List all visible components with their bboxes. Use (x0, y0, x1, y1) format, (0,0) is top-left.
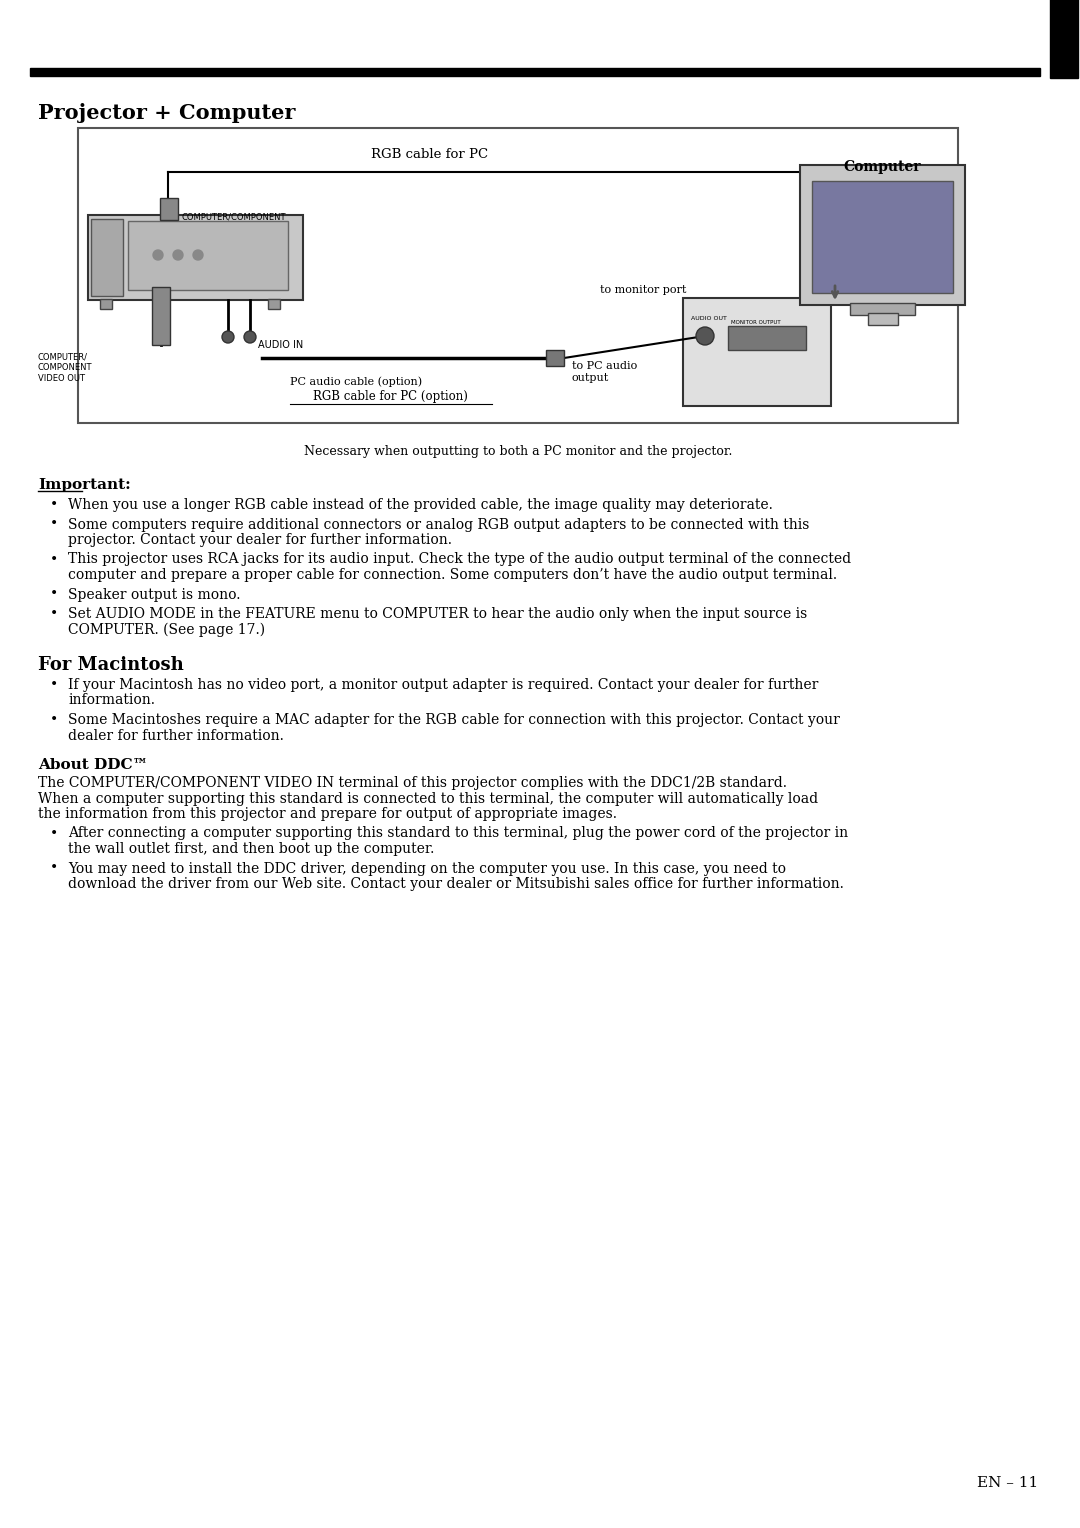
Text: When a computer supporting this standard is connected to this terminal, the comp: When a computer supporting this standard… (38, 792, 819, 805)
Bar (868, 313, 897, 325)
Bar (87, 215, 303, 299)
Text: COMPUTER/
COMPONENT
VIDEO OUT: COMPUTER/ COMPONENT VIDEO OUT (38, 351, 93, 384)
Circle shape (173, 251, 183, 260)
Circle shape (193, 251, 203, 260)
Bar (91, 219, 123, 296)
Text: download the driver from our Web site. Contact your dealer or Mitsubishi sales o: download the driver from our Web site. C… (68, 877, 843, 891)
Bar (800, 165, 966, 306)
Circle shape (222, 332, 234, 342)
Bar (683, 298, 831, 406)
Text: Speaker output is mono.: Speaker output is mono. (68, 587, 241, 602)
Text: the information from this projector and prepare for output of appropriate images: the information from this projector and … (38, 807, 617, 821)
Text: •: • (50, 518, 58, 532)
Bar (78, 128, 958, 423)
Text: EN – 11: EN – 11 (976, 1476, 1038, 1490)
Circle shape (696, 327, 714, 345)
Text: COMPUTER. (See page 17.): COMPUTER. (See page 17.) (68, 622, 265, 637)
Bar (850, 303, 915, 315)
Bar (129, 222, 288, 290)
Text: You may need to install the DDC driver, depending on the computer you use. In th: You may need to install the DDC driver, … (68, 862, 786, 876)
Text: MONITOR OUTPUT: MONITOR OUTPUT (731, 319, 781, 325)
Text: Set AUDIO MODE in the FEATURE menu to COMPUTER to hear the audio only when the i: Set AUDIO MODE in the FEATURE menu to CO… (68, 607, 807, 620)
Text: When you use a longer RGB cable instead of the provided cable, the image quality: When you use a longer RGB cable instead … (68, 498, 773, 512)
Text: •: • (50, 553, 58, 567)
Text: The COMPUTER/COMPONENT VIDEO IN terminal of this projector complies with the DDC: The COMPUTER/COMPONENT VIDEO IN terminal… (38, 776, 787, 790)
Circle shape (153, 251, 163, 260)
Text: •: • (50, 862, 58, 876)
Text: computer and prepare a proper cable for connection. Some computers don’t have th: computer and prepare a proper cable for … (68, 568, 837, 582)
Bar (728, 325, 806, 350)
Bar (160, 199, 178, 220)
Text: COMPUTER/COMPONENT
VIDEO IN: COMPUTER/COMPONENT VIDEO IN (183, 212, 286, 234)
Text: After connecting a computer supporting this standard to this terminal, plug the : After connecting a computer supporting t… (68, 827, 848, 840)
Bar (268, 299, 280, 309)
Text: •: • (50, 498, 58, 512)
Text: AUDIO OUT: AUDIO OUT (691, 316, 727, 321)
Text: Projector + Computer: Projector + Computer (38, 102, 295, 122)
Text: dealer for further information.: dealer for further information. (68, 729, 284, 743)
Bar (30, 69, 1040, 76)
Circle shape (244, 332, 256, 342)
Text: •: • (50, 587, 58, 602)
Text: RGB cable for PC: RGB cable for PC (372, 148, 488, 160)
Text: About DDC™: About DDC™ (38, 758, 148, 772)
Text: •: • (50, 607, 58, 620)
Bar (546, 350, 564, 367)
Text: This projector uses RCA jacks for its audio input. Check the type of the audio o: This projector uses RCA jacks for its au… (68, 553, 851, 567)
Text: to PC audio
output: to PC audio output (572, 361, 637, 384)
Text: AUDIO IN: AUDIO IN (258, 341, 303, 350)
Bar (152, 287, 170, 345)
Text: Necessary when outputting to both a PC monitor and the projector.: Necessary when outputting to both a PC m… (303, 445, 732, 458)
Text: •: • (50, 827, 58, 840)
Text: •: • (50, 678, 58, 692)
Text: the wall outlet first, and then boot up the computer.: the wall outlet first, and then boot up … (68, 842, 434, 856)
Text: ENGLISH: ENGLISH (1059, 165, 1068, 222)
Text: Computer: Computer (843, 160, 921, 174)
Text: For Macintosh: For Macintosh (38, 656, 184, 674)
Text: Important:: Important: (38, 478, 131, 492)
Bar (100, 299, 112, 309)
Text: to monitor port: to monitor port (600, 286, 687, 295)
Text: Some Macintoshes require a MAC adapter for the RGB cable for connection with thi: Some Macintoshes require a MAC adapter f… (68, 714, 840, 727)
Text: PC audio cable (option): PC audio cable (option) (291, 376, 422, 387)
Bar (812, 180, 953, 293)
Text: Some computers require additional connectors or analog RGB output adapters to be: Some computers require additional connec… (68, 518, 809, 532)
Text: RGB cable for PC (option): RGB cable for PC (option) (312, 390, 468, 403)
Text: projector. Contact your dealer for further information.: projector. Contact your dealer for furth… (68, 533, 453, 547)
Text: •: • (50, 714, 58, 727)
Bar (1050, 0, 1078, 78)
Text: If your Macintosh has no video port, a monitor output adapter is required. Conta: If your Macintosh has no video port, a m… (68, 678, 819, 692)
Text: information.: information. (68, 694, 156, 707)
